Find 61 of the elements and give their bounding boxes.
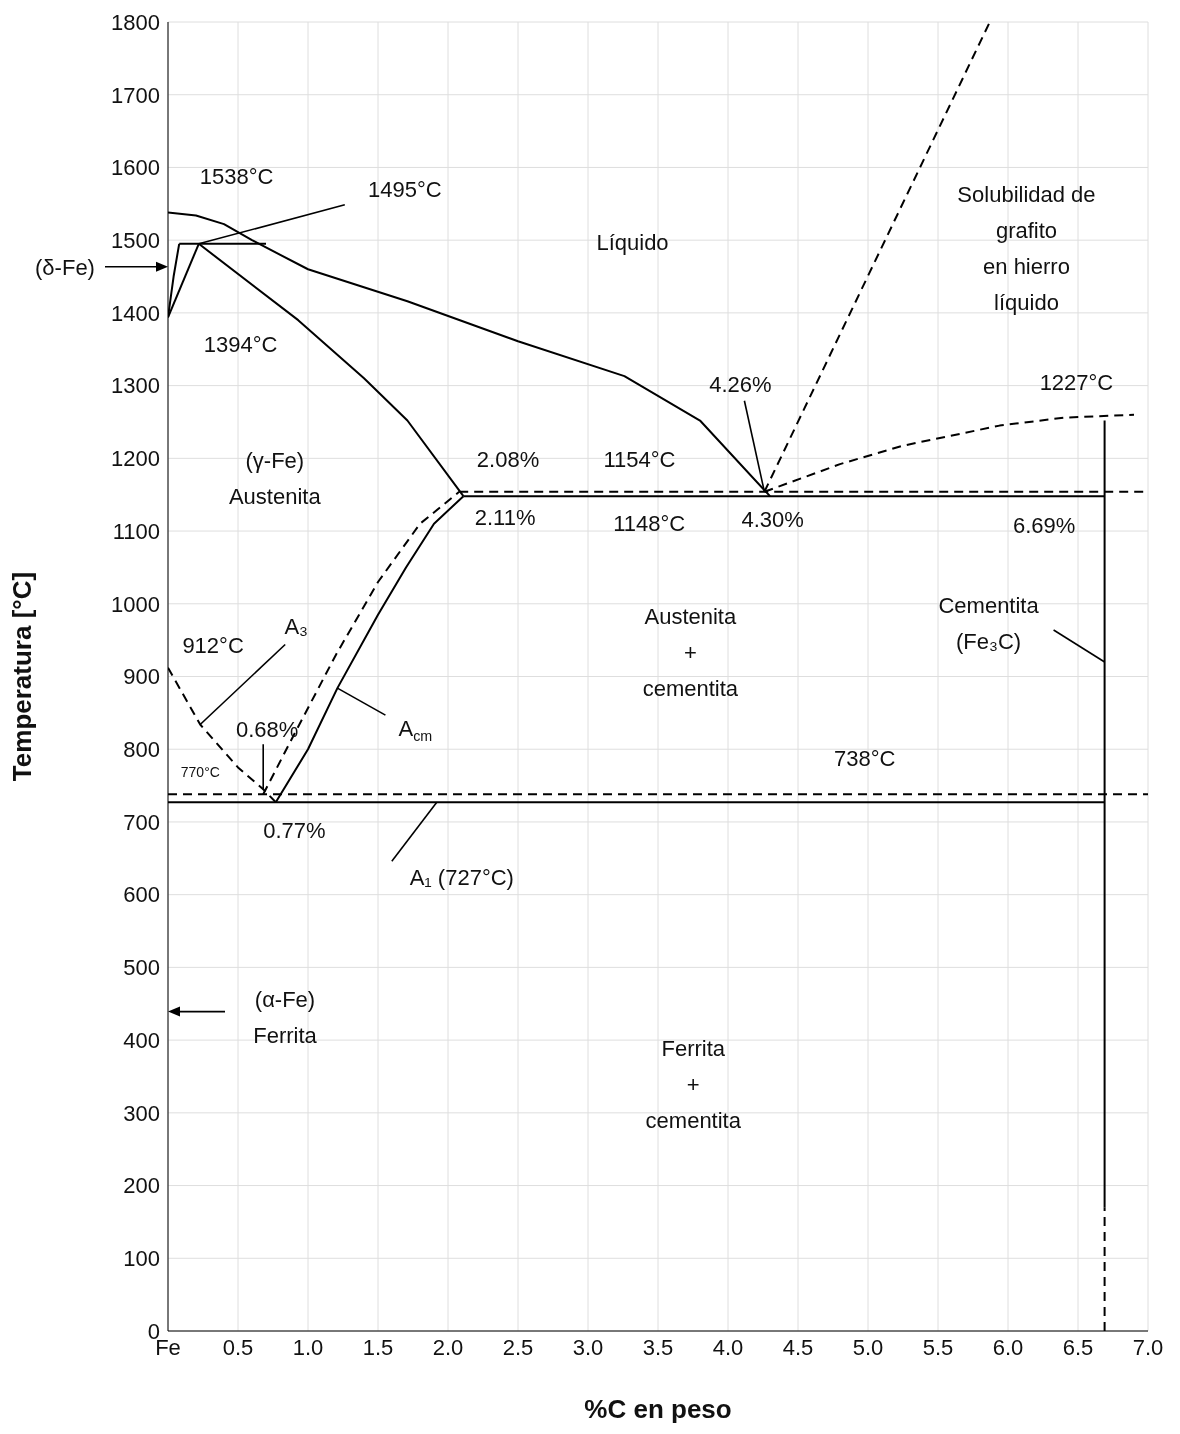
annotation: 770°C xyxy=(180,764,220,781)
y-tick-label: 1000 xyxy=(111,591,160,617)
y-tick-label: 1200 xyxy=(111,446,160,472)
x-tick-label: 3.0 xyxy=(572,1334,604,1360)
annotation: 4.26% xyxy=(709,371,772,397)
x-tick-label: 5.5 xyxy=(922,1334,954,1360)
annotation: 1394°C xyxy=(203,331,278,357)
y-tick-label: 800 xyxy=(123,737,160,763)
annotation: A₃ xyxy=(284,614,309,639)
y-tick-label: 200 xyxy=(123,1173,160,1199)
annotation: Cementita (Fe₃C) xyxy=(938,592,1040,654)
x-tick-label: 5.0 xyxy=(852,1334,884,1360)
annotation: Líquido xyxy=(596,229,669,255)
y-tick-label: 1500 xyxy=(111,227,160,253)
annotation: Ferrita + cementita xyxy=(645,1035,742,1133)
x-axis-title: %C en peso xyxy=(584,1394,732,1424)
annotation: 4.30% xyxy=(741,506,804,532)
annotation: 1495°C xyxy=(367,176,442,202)
annotation: 1538°C xyxy=(199,163,274,189)
annotation: A₁ (727°C) xyxy=(409,864,514,890)
annotation: 1148°C xyxy=(613,510,686,536)
annotation: 2.11% xyxy=(474,504,536,530)
x-tick-label: 7.0 xyxy=(1132,1334,1164,1360)
annotation: A$_{cm}$ xyxy=(398,715,433,745)
y-tick-label: 400 xyxy=(123,1027,160,1053)
x-tick-label: 1.5 xyxy=(362,1334,394,1360)
x-tick-label: 2.0 xyxy=(432,1334,464,1360)
annotation: 738°C xyxy=(834,745,896,771)
y-tick-label: 1100 xyxy=(112,518,160,544)
annotation: 912°C xyxy=(182,632,244,658)
y-tick-label: 1800 xyxy=(111,9,160,35)
x-tick-label: 3.5 xyxy=(642,1334,674,1360)
y-tick-label: 700 xyxy=(123,809,160,835)
x-tick-label: 2.5 xyxy=(502,1334,534,1360)
y-tick-label: 500 xyxy=(123,955,160,981)
y-tick-label: 1300 xyxy=(111,373,160,399)
y-tick-label: 600 xyxy=(123,882,160,908)
annotation: 0.77% xyxy=(263,817,326,843)
annotation: 1227°C xyxy=(1039,369,1114,395)
annotation: (α-Fe) Ferrita xyxy=(253,986,318,1048)
text: (δ-Fe) xyxy=(35,254,95,280)
x-tick-label: 1.0 xyxy=(292,1334,324,1360)
x-tick-label: 4.0 xyxy=(712,1334,744,1360)
y-tick-label: 100 xyxy=(123,1246,160,1272)
y-axis-title: Temperatura [°C] xyxy=(7,571,38,782)
y-tick-label: 900 xyxy=(123,664,160,690)
x-tick-label: 0.5 xyxy=(222,1334,254,1360)
y-tick-label: 300 xyxy=(123,1100,160,1126)
annotation: 0.68% xyxy=(236,716,299,742)
x-tick-label: 6.0 xyxy=(992,1334,1024,1360)
annotation: 2.08% xyxy=(476,446,540,472)
annotation: Austenita + cementita xyxy=(642,603,739,701)
annotation: (γ-Fe) Austenita xyxy=(228,447,322,509)
y-tick-label: 1700 xyxy=(111,82,160,108)
y-tick-label: 1600 xyxy=(111,155,160,181)
x-tick-label: 4.5 xyxy=(782,1334,814,1360)
annotation: 1154°C xyxy=(603,446,676,472)
annotation: Solubilidad de grafito en hierro líquido xyxy=(957,181,1096,315)
y-tick-label: 1400 xyxy=(111,300,160,326)
annotation: 6.69% xyxy=(1012,512,1076,538)
x-tick-label: 6.5 xyxy=(1062,1334,1094,1360)
